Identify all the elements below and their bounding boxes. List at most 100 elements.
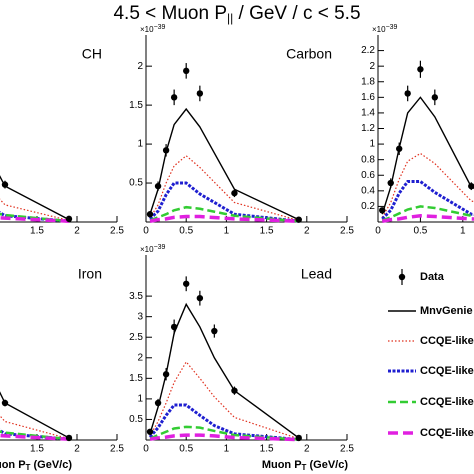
data-point xyxy=(196,294,204,302)
data-point xyxy=(196,90,204,97)
x-tick-label: 2 xyxy=(304,444,310,455)
legend-text: Data xyxy=(420,271,445,283)
data-point xyxy=(387,179,394,187)
y-tick-label: 1 xyxy=(137,139,143,150)
y-tick-label: 2.2 xyxy=(361,45,375,56)
y-tick-label: 1.8 xyxy=(361,76,375,87)
data-point xyxy=(417,66,424,73)
x-tick-label: 1.5 xyxy=(30,444,44,455)
mc-curve xyxy=(0,216,70,223)
data-point xyxy=(231,387,238,394)
y-tick-label: 1.4 xyxy=(361,108,375,119)
x-tick-label: 2.5 xyxy=(110,226,124,237)
x-tick-label: 2 xyxy=(304,226,310,237)
mc-curve xyxy=(381,152,474,218)
xlabel-main: Muon P xyxy=(0,459,26,471)
mc-curve xyxy=(0,433,70,441)
mc-curve xyxy=(381,179,474,220)
data-point xyxy=(183,67,190,75)
mc-curve xyxy=(148,403,299,442)
figure-title: 4.5 < Muon P|| / GeV / c < 5.5 xyxy=(113,3,360,25)
data-point xyxy=(183,280,190,287)
x-tick-label: 1 xyxy=(224,444,230,455)
y-tick-label: 2 xyxy=(369,61,375,72)
mc-curve xyxy=(381,205,474,222)
data-point xyxy=(154,182,162,190)
xlabel-main: Muon P xyxy=(262,459,302,471)
x-tick-label: 0.5 xyxy=(413,226,427,237)
x-tick-label: 2.5 xyxy=(110,444,124,455)
x-tick-label: 1.5 xyxy=(260,444,274,455)
x-tick-label: 2.5 xyxy=(340,226,354,237)
x-tick-label: 1.5 xyxy=(260,226,274,237)
y-tick-label: 1 xyxy=(369,139,375,150)
plot-area xyxy=(0,175,73,223)
data-point xyxy=(211,327,218,335)
xlabel-end: (GeV/c) xyxy=(30,459,72,471)
x-tick-label: 2 xyxy=(74,444,80,455)
x-tick-label: 2 xyxy=(74,226,80,237)
panel-label: CH xyxy=(82,46,102,62)
mc-curve xyxy=(149,302,300,439)
x-tick-label: 0.5 xyxy=(179,226,193,237)
y-tick-label: 0.2 xyxy=(361,201,375,212)
xlabel-end: (GeV/c) xyxy=(306,459,348,471)
axis-exponent: ×10−39 xyxy=(140,24,166,34)
x-tick-label: 0 xyxy=(143,444,149,455)
data-point xyxy=(1,399,9,407)
data-point xyxy=(65,434,73,442)
title-end: / GeV / c < 5.5 xyxy=(233,3,360,24)
data-point xyxy=(468,182,474,190)
exponent-power: −39 xyxy=(154,24,166,31)
plot-area xyxy=(0,391,73,442)
title-subscript: || xyxy=(227,11,233,25)
legend-text: CCQE-like xyxy=(420,396,474,408)
mc-curve xyxy=(149,425,299,441)
y-tick-label: 2.5 xyxy=(129,332,143,343)
exponent-power: −39 xyxy=(386,24,398,31)
data-point xyxy=(404,90,411,97)
data-point xyxy=(295,434,302,442)
y-tick-label: 1.6 xyxy=(361,92,375,103)
y-tick-label: 0.5 xyxy=(129,414,143,425)
data-point xyxy=(379,207,386,214)
mc-curve xyxy=(381,214,474,223)
y-tick-label: 3 xyxy=(137,311,143,322)
y-tick-label: 1.5 xyxy=(129,373,143,384)
data-point xyxy=(162,371,170,378)
data-point xyxy=(154,399,162,407)
legend-text: CCQE-like xyxy=(420,365,474,377)
y-tick-label: 1 xyxy=(137,394,143,405)
data-point xyxy=(1,181,9,188)
mc-curve xyxy=(149,433,299,442)
exponent-base: ×10 xyxy=(140,245,154,254)
data-point xyxy=(170,94,178,101)
axis-exponent: ×10−39 xyxy=(372,24,398,34)
data-point xyxy=(162,147,170,154)
y-tick-label: 0.8 xyxy=(361,154,375,165)
mc-curve xyxy=(0,391,70,439)
plot-area xyxy=(146,63,302,223)
mc-curve xyxy=(148,181,299,223)
legend-point xyxy=(398,273,406,281)
x-tick-label: 0.5 xyxy=(179,444,193,455)
data-point xyxy=(146,428,154,435)
x-tick-label: 1 xyxy=(224,226,230,237)
legend-text: CCQE-like xyxy=(420,427,474,439)
legend-text: MnvGenie xyxy=(420,305,473,317)
mc-curve xyxy=(0,198,70,222)
mc-curve xyxy=(0,414,70,440)
x-tick-label: 0 xyxy=(375,226,381,237)
exponent-base: ×10 xyxy=(140,25,154,34)
x-tick-label: 1.5 xyxy=(30,226,44,237)
x-axis-label: Muon PT (GeV/c) xyxy=(262,459,349,472)
data-point xyxy=(396,145,403,152)
exponent-power: −39 xyxy=(154,244,166,251)
exponent-base: ×10 xyxy=(372,25,386,34)
panel-label: Carbon xyxy=(286,46,332,62)
mc-curve xyxy=(149,214,299,223)
data-point xyxy=(146,211,154,218)
data-point xyxy=(295,216,302,223)
data-point xyxy=(65,215,73,223)
